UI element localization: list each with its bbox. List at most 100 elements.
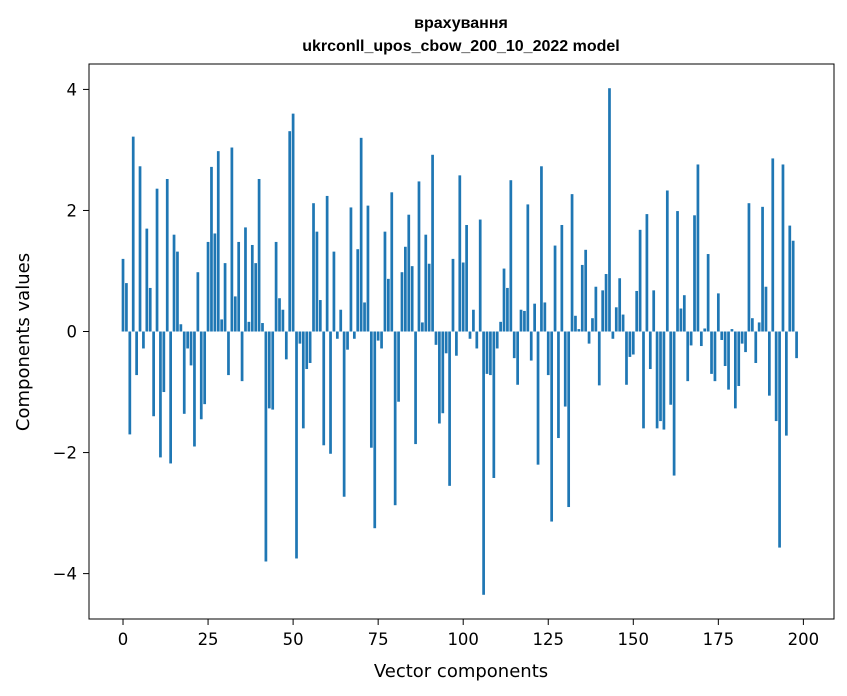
bar-component-132 bbox=[570, 194, 574, 332]
bar-component-99 bbox=[458, 175, 462, 332]
bar-component-178 bbox=[727, 331, 730, 390]
bar-component-41 bbox=[261, 323, 264, 332]
bar-component-78 bbox=[387, 278, 390, 332]
x-axis-ticks: 0 25 50 75 100 125 150 175 200 bbox=[118, 619, 819, 649]
bar-component-15 bbox=[172, 234, 176, 332]
bar-component-174 bbox=[713, 331, 717, 382]
bar-component-7 bbox=[145, 228, 149, 332]
bar-component-8 bbox=[148, 287, 152, 332]
bar-component-116 bbox=[516, 331, 519, 385]
bar-component-159 bbox=[662, 331, 666, 430]
bar-component-39 bbox=[254, 263, 258, 332]
bar-component-175 bbox=[716, 293, 720, 332]
bar-component-57 bbox=[315, 231, 319, 332]
bar-component-14 bbox=[169, 331, 172, 464]
bar-component-163 bbox=[676, 211, 679, 332]
bar-component-119 bbox=[526, 204, 530, 332]
bar-component-161 bbox=[669, 331, 673, 405]
bar-component-73 bbox=[369, 331, 373, 448]
bar-component-98 bbox=[455, 331, 458, 356]
bar-component-49 bbox=[288, 131, 292, 332]
bar-component-124 bbox=[543, 302, 547, 332]
y-axis-ticks: −4 −2 0 2 4 bbox=[53, 80, 89, 584]
bar-component-134 bbox=[577, 329, 581, 332]
y-tick-label: −2 bbox=[53, 444, 77, 463]
bar-component-83 bbox=[404, 246, 407, 332]
bar-component-126 bbox=[550, 331, 554, 522]
bar-component-6 bbox=[142, 331, 145, 349]
bar-component-152 bbox=[638, 229, 642, 332]
bar-component-113 bbox=[506, 287, 509, 332]
bar-component-156 bbox=[652, 290, 656, 332]
bar-component-114 bbox=[509, 180, 513, 332]
bar-component-151 bbox=[635, 290, 639, 332]
bar-component-136 bbox=[584, 249, 588, 332]
bar-component-35 bbox=[240, 331, 244, 382]
x-tick-label: 200 bbox=[788, 630, 820, 649]
bar-component-181 bbox=[737, 331, 741, 386]
bar-component-12 bbox=[162, 331, 166, 393]
bar-component-34 bbox=[237, 241, 241, 332]
bar-component-139 bbox=[594, 286, 598, 332]
bar-component-64 bbox=[339, 309, 343, 332]
bar-component-189 bbox=[764, 286, 768, 332]
bar-component-46 bbox=[278, 298, 281, 332]
bar-component-102 bbox=[468, 331, 472, 339]
bar-component-4 bbox=[135, 331, 138, 376]
x-tick-label: 150 bbox=[618, 630, 650, 649]
bar-component-18 bbox=[182, 331, 186, 414]
bar-component-54 bbox=[305, 331, 309, 370]
bar-component-59 bbox=[322, 331, 326, 446]
bar-component-96 bbox=[448, 331, 451, 486]
bar-component-77 bbox=[383, 231, 387, 332]
bar-component-112 bbox=[502, 268, 506, 332]
bar-component-186 bbox=[754, 331, 758, 363]
x-tick-label: 50 bbox=[283, 630, 304, 649]
bar-component-47 bbox=[281, 309, 285, 332]
bar-component-93 bbox=[438, 331, 441, 424]
bar-component-167 bbox=[689, 331, 693, 346]
bar-component-89 bbox=[424, 234, 428, 332]
bar-component-193 bbox=[778, 331, 781, 548]
bar-component-9 bbox=[152, 331, 155, 417]
bar-component-92 bbox=[434, 331, 438, 345]
bar-component-111 bbox=[499, 321, 502, 332]
bar-component-40 bbox=[257, 178, 261, 332]
bar-component-79 bbox=[390, 192, 394, 332]
bar-component-110 bbox=[495, 331, 499, 349]
bar-component-27 bbox=[213, 233, 217, 332]
bar-component-69 bbox=[356, 249, 360, 332]
bar-component-106 bbox=[482, 331, 485, 595]
bar-component-51 bbox=[295, 331, 298, 559]
bar-component-43 bbox=[267, 331, 271, 409]
bar-component-68 bbox=[352, 331, 356, 339]
bar-component-154 bbox=[645, 214, 649, 332]
bar-component-10 bbox=[155, 188, 159, 332]
bar-component-97 bbox=[451, 258, 455, 332]
x-tick-label: 25 bbox=[198, 630, 219, 649]
bar-component-80 bbox=[393, 331, 397, 506]
bar-component-45 bbox=[274, 241, 278, 332]
bar-component-101 bbox=[465, 224, 468, 332]
bar-component-123 bbox=[540, 166, 543, 332]
bar-component-65 bbox=[342, 331, 346, 497]
bar-component-44 bbox=[271, 331, 275, 410]
bar-component-60 bbox=[325, 195, 329, 332]
bar-component-48 bbox=[284, 331, 288, 360]
bar-component-72 bbox=[366, 205, 370, 332]
bar-component-125 bbox=[546, 331, 550, 376]
bar-component-30 bbox=[223, 263, 227, 332]
bar-component-142 bbox=[604, 274, 608, 332]
bar-component-75 bbox=[376, 331, 380, 341]
bar-component-24 bbox=[203, 331, 207, 405]
chart-title-line-2: ukrconll_upos_cbow_200_10_2022 model bbox=[302, 38, 619, 55]
bar-component-26 bbox=[210, 166, 213, 332]
bar-component-141 bbox=[601, 290, 605, 332]
bar-component-29 bbox=[220, 319, 224, 332]
bar-component-52 bbox=[298, 331, 302, 344]
bar-component-182 bbox=[740, 331, 744, 344]
bar-component-70 bbox=[359, 137, 363, 332]
bar-component-196 bbox=[788, 225, 792, 332]
bar-component-194 bbox=[781, 164, 785, 332]
